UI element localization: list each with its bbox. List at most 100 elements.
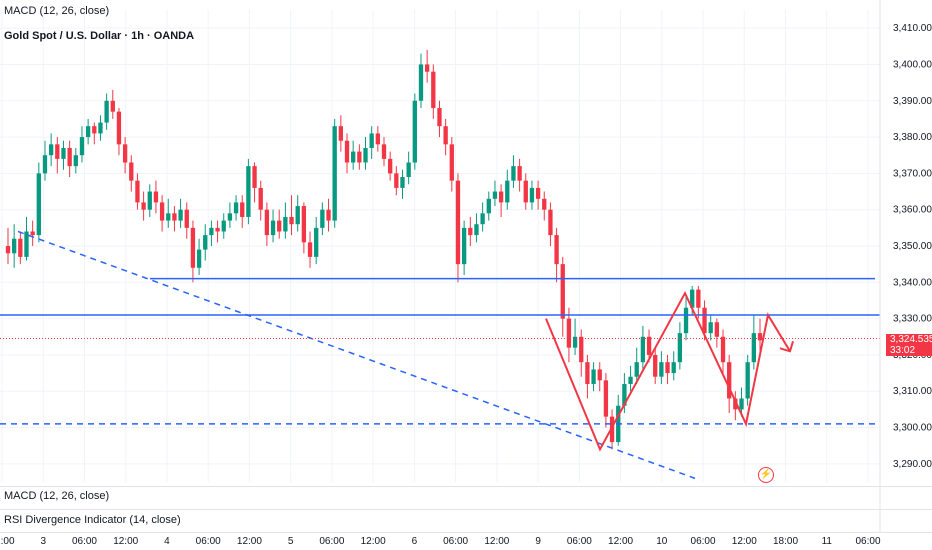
- candle-body: [511, 166, 516, 181]
- candle-body: [12, 238, 17, 254]
- pane-separator[interactable]: [0, 532, 932, 533]
- current-price-value: 3,324.535: [890, 334, 932, 345]
- y-tick-label: 3,340.000: [893, 277, 932, 288]
- candle-body: [714, 322, 720, 337]
- candle-body: [468, 227, 473, 236]
- candle-body: [394, 173, 399, 188]
- y-tick-label: 3,290.000: [893, 459, 932, 470]
- x-tick-label: 12:00: [0, 536, 15, 547]
- candle-body: [455, 180, 461, 265]
- candle-body: [135, 180, 140, 203]
- candle-body: [344, 140, 350, 163]
- top-indicator-label[interactable]: MACD (12, 26, close): [4, 5, 110, 17]
- candle-body: [733, 398, 738, 410]
- candle-body: [591, 369, 596, 384]
- rsi-pane-label[interactable]: RSI Divergence Indicator (14, close): [4, 514, 181, 526]
- candle-body: [363, 147, 368, 163]
- candle-body: [73, 155, 78, 167]
- arrow-head: [779, 341, 794, 353]
- x-tick-label: 4: [164, 536, 170, 547]
- candle-body: [400, 177, 405, 188]
- candle-body: [351, 151, 356, 163]
- macd-pane-label[interactable]: MACD (12, 26, close): [4, 490, 110, 502]
- y-tick-label: 3,360.000: [893, 205, 932, 216]
- chart-grid: [0, 10, 880, 482]
- x-tick-label: 12:00: [361, 536, 386, 547]
- y-tick-label: 3,390.000: [893, 96, 932, 107]
- candle-body: [480, 213, 485, 225]
- candle-body: [603, 380, 609, 417]
- pane-separator[interactable]: [0, 509, 932, 510]
- candle-body: [720, 336, 726, 363]
- time-axis[interactable]: 12:00 3 06:00 12:00 4 06:00 12:00 5 06:00 12:00 6 0…: [0, 536, 881, 547]
- y-tick-label: 3,400.000: [893, 59, 932, 70]
- candle-body: [283, 216, 288, 232]
- candle-body: [739, 398, 744, 410]
- candle-body: [98, 122, 103, 134]
- candle-body: [671, 362, 676, 374]
- candle-body: [116, 111, 122, 145]
- candle-body: [36, 173, 41, 236]
- candle-body: [92, 126, 97, 134]
- candle-body: [141, 202, 146, 210]
- x-tick-label: 5: [288, 536, 294, 547]
- candle-body: [745, 362, 750, 399]
- candle-body: [172, 213, 177, 221]
- candle-body: [104, 100, 109, 123]
- candle-body: [110, 100, 115, 112]
- current-price-tag: 3,324.535 33:02: [886, 334, 932, 356]
- candle-body: [5, 246, 11, 254]
- y-tick-label: 3,380.000: [893, 132, 932, 143]
- price-axis[interactable]: 3,290.0003,300.0003,310.0003,320.0003,33…: [879, 0, 932, 532]
- candle-body: [702, 307, 707, 334]
- candle-body: [498, 191, 504, 203]
- candle-body: [42, 155, 48, 174]
- candle-body: [431, 71, 436, 109]
- x-tick-label: 11: [822, 536, 833, 547]
- x-tick-label: 10: [656, 536, 668, 547]
- y-tick-label: 3,330.000: [893, 314, 932, 325]
- candle-body: [258, 187, 263, 210]
- candle-body: [357, 151, 362, 163]
- candle-body: [270, 220, 276, 236]
- candle-body: [277, 220, 282, 232]
- candle-body: [585, 362, 590, 384]
- candle-body: [492, 191, 498, 199]
- x-tick-label: 12:00: [237, 536, 262, 547]
- candle-body: [18, 238, 23, 257]
- chart-drawings[interactable]: [0, 230, 880, 480]
- candle-body: [548, 209, 553, 236]
- candle-body: [542, 198, 547, 210]
- candle-body: [418, 64, 424, 101]
- candle-body: [381, 144, 387, 159]
- candle-body: [646, 336, 652, 355]
- candle-body: [55, 144, 60, 159]
- candle-body: [338, 126, 344, 141]
- x-tick-label: 06:00: [567, 536, 592, 547]
- candle-body: [129, 162, 134, 181]
- candle-body: [215, 227, 220, 232]
- candle-body: [196, 249, 202, 268]
- x-tick-label: 12:00: [113, 536, 138, 547]
- candle-body: [332, 126, 337, 221]
- x-tick-label: 12:00: [484, 536, 509, 547]
- candle-body: [246, 166, 251, 217]
- candle-body: [412, 100, 417, 163]
- bar-countdown: 33:02: [890, 345, 916, 356]
- candle-body: [449, 144, 454, 181]
- candle-body: [579, 336, 584, 363]
- candle-body: [264, 209, 270, 236]
- candle-body: [184, 209, 189, 228]
- candle-body: [67, 147, 72, 167]
- symbol-title: Gold Spot / U.S. Dollar · 1h · OANDA: [4, 30, 195, 42]
- candle-body: [320, 209, 325, 228]
- y-tick-label: 3,410.000: [893, 23, 932, 34]
- candle-body: [597, 369, 602, 381]
- candle-body: [634, 362, 639, 377]
- pane-separator[interactable]: [0, 486, 932, 487]
- candle-body: [147, 191, 152, 210]
- candle-body: [190, 227, 196, 268]
- lightning-alert-icon[interactable]: ⚡: [758, 467, 774, 483]
- candle-body: [85, 126, 91, 138]
